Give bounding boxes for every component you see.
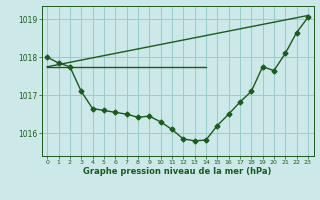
X-axis label: Graphe pression niveau de la mer (hPa): Graphe pression niveau de la mer (hPa) xyxy=(84,167,272,176)
